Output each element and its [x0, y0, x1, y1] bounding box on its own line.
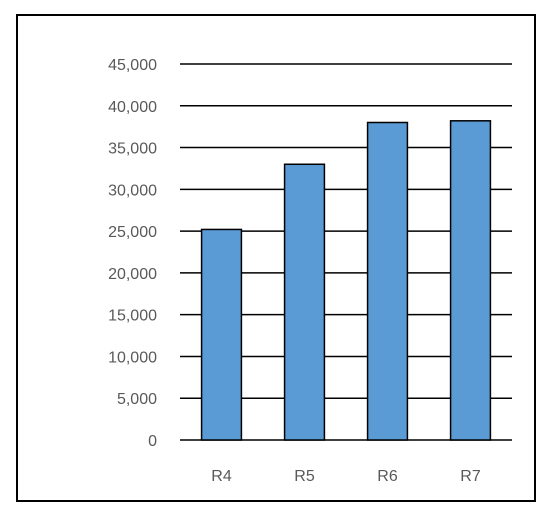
y-tick-label: 0 — [148, 433, 157, 450]
y-tick-label: 20,000 — [108, 266, 157, 283]
y-tick-label: 40,000 — [108, 99, 157, 116]
y-tick-label: 25,000 — [108, 224, 157, 241]
y-axis-tick-labels: 0 5,000 10,000 15,000 20,000 25,000 30,000 35,0… — [108, 57, 157, 450]
bar-r4 — [200, 228, 243, 441]
bar-r6 — [366, 121, 409, 441]
x-tick-label-r5: R5 — [294, 468, 315, 485]
y-tick-label: 10,000 — [108, 349, 157, 366]
bar-r7 — [449, 120, 492, 441]
x-tick-label-r4: R4 — [211, 468, 232, 485]
chart-frame — [16, 14, 536, 502]
bars — [200, 120, 492, 441]
y-tick-label: 45,000 — [108, 57, 157, 74]
x-tick-label-r7: R7 — [460, 468, 481, 485]
y-tick-label: 30,000 — [108, 182, 157, 199]
bar-r5 — [283, 163, 326, 441]
y-tick-label: 15,000 — [108, 308, 157, 325]
y-tick-label: 5,000 — [117, 391, 157, 408]
x-axis-tick-labels: R4 R5 R6 R7 — [211, 468, 481, 485]
y-tick-label: 35,000 — [108, 141, 157, 158]
x-tick-label-r6: R6 — [377, 468, 398, 485]
